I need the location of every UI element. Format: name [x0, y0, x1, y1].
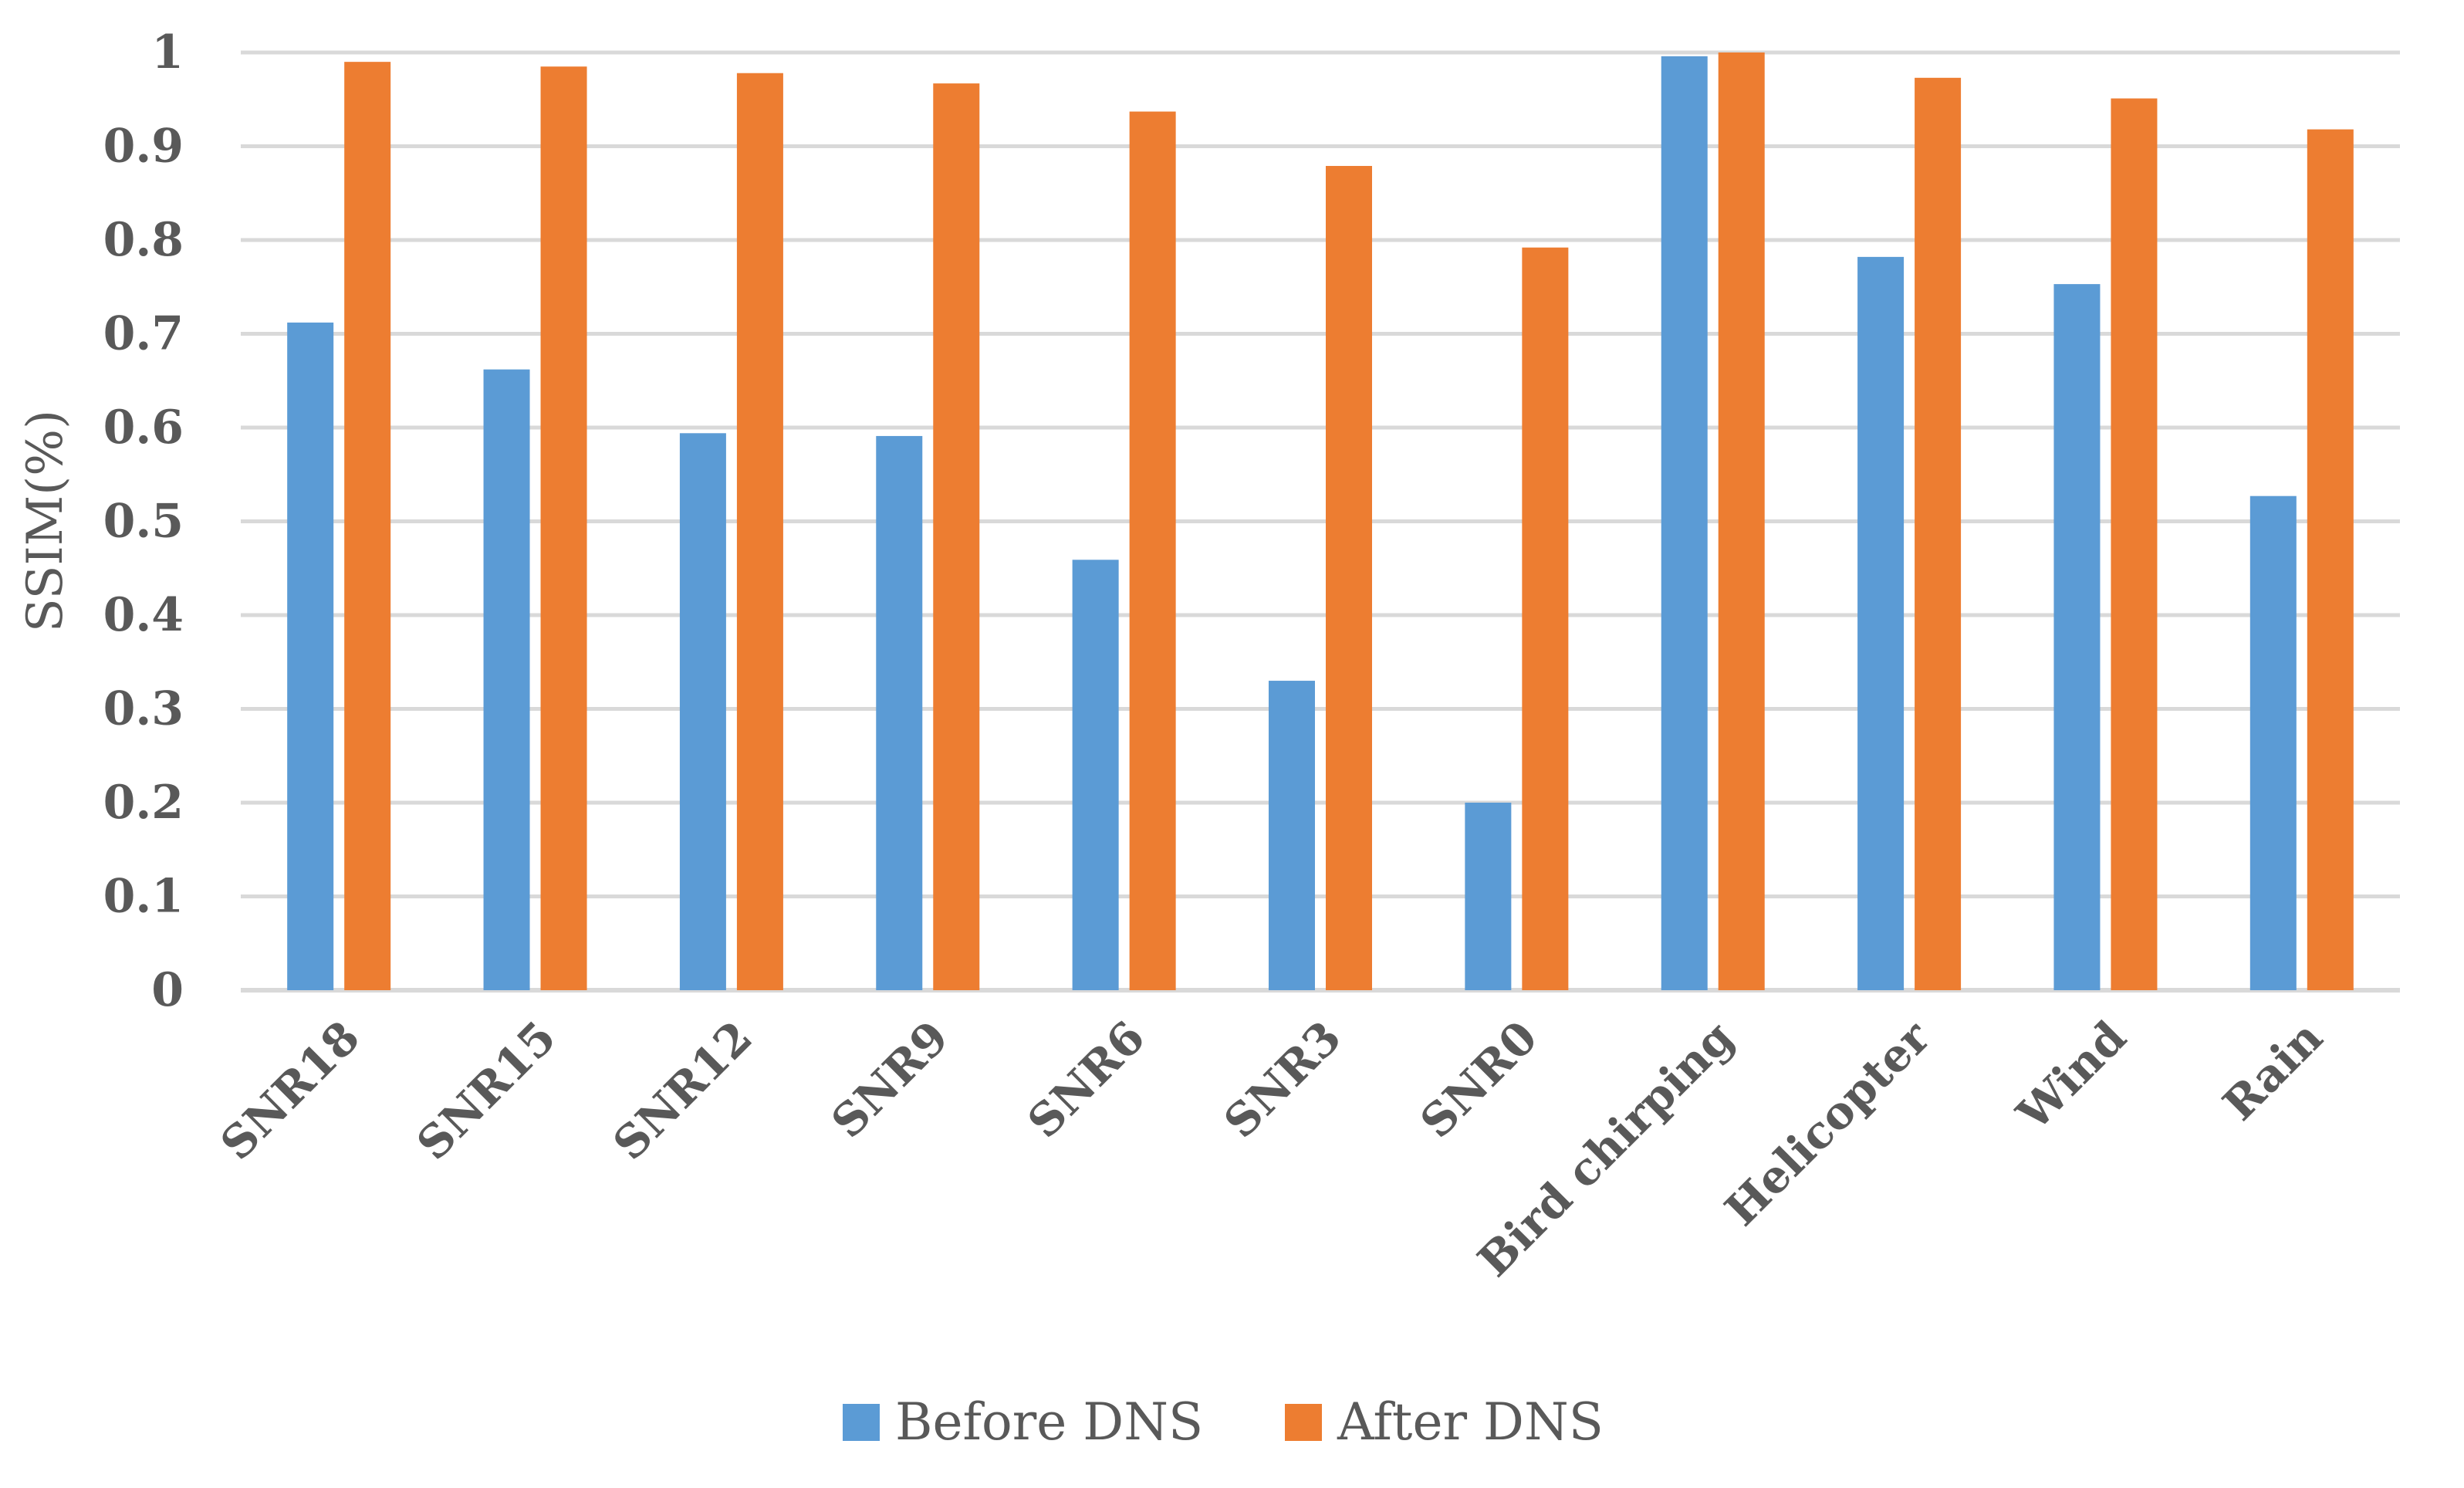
x-tick-label: SNR9 [821, 1011, 958, 1148]
bar-after-dns [933, 83, 980, 991]
bar-before-dns [1269, 681, 1315, 990]
bar-before-dns [1857, 256, 1905, 990]
bar-before-dns [679, 433, 726, 990]
x-tick-label: SNR15 [407, 1011, 566, 1170]
bar-after-dns [1718, 52, 1765, 990]
y-tick-label: 0.4 [103, 588, 184, 642]
bar-after-dns [344, 62, 391, 990]
y-tick-label: 1 [151, 25, 184, 79]
y-tick-label: 0.5 [103, 495, 184, 549]
bar-after-dns [2307, 129, 2354, 990]
bar-before-dns [1465, 803, 1512, 990]
legend-swatch [1285, 1404, 1322, 1441]
bar-after-dns [540, 66, 587, 991]
x-tick-label: SNR18 [211, 1011, 370, 1170]
bar-before-dns [1661, 56, 1708, 991]
bar-before-dns [1072, 560, 1119, 990]
bar-before-dns [2053, 284, 2101, 991]
y-axis-ticks: 0 0.1 0.2 0.3 0.4 0.5 0.6 0.7 0.8 0.9 1 [103, 25, 184, 1017]
legend-swatch [843, 1404, 880, 1441]
bar-after-dns [1522, 247, 1569, 991]
bar-before-dns [483, 369, 530, 990]
y-tick-label: 0.2 [103, 776, 184, 830]
bar-after-dns [1915, 77, 1962, 990]
bar-before-dns [287, 322, 334, 990]
y-tick-label: 0.8 [103, 213, 184, 267]
x-tick-label: SNR12 [603, 1011, 762, 1170]
bar-after-dns [2111, 98, 2158, 990]
gridlines [241, 50, 2400, 993]
bar-after-dns [736, 73, 783, 991]
x-tick-label: Wind [2006, 1011, 2136, 1141]
x-tick-label: SNR6 [1018, 1011, 1155, 1148]
legend-label: Before DNS [895, 1392, 1203, 1452]
x-tick-label: Helicopter [1715, 1010, 1941, 1236]
x-tick-label: SNR3 [1214, 1011, 1351, 1148]
y-tick-label: 0.1 [103, 870, 184, 924]
bar-after-dns [1326, 166, 1372, 990]
bar-before-dns [2249, 495, 2297, 990]
y-tick-label: 0.3 [103, 682, 184, 736]
x-tick-label: Rain [2213, 1011, 2333, 1131]
bar-after-dns [1129, 111, 1176, 990]
y-tick-label: 0 [151, 963, 184, 1017]
y-tick-label: 0.7 [103, 307, 184, 361]
legend-label: After DNS [1337, 1392, 1604, 1452]
y-axis-title: SSIM(%) [17, 410, 74, 632]
y-tick-label: 0.6 [103, 401, 184, 455]
bar-before-dns [876, 435, 923, 990]
y-tick-label: 0.9 [103, 120, 184, 174]
legend: Before DNS After DNS [843, 1392, 1604, 1452]
bars [287, 52, 2354, 991]
x-tick-label: SNR0 [1410, 1011, 1547, 1148]
